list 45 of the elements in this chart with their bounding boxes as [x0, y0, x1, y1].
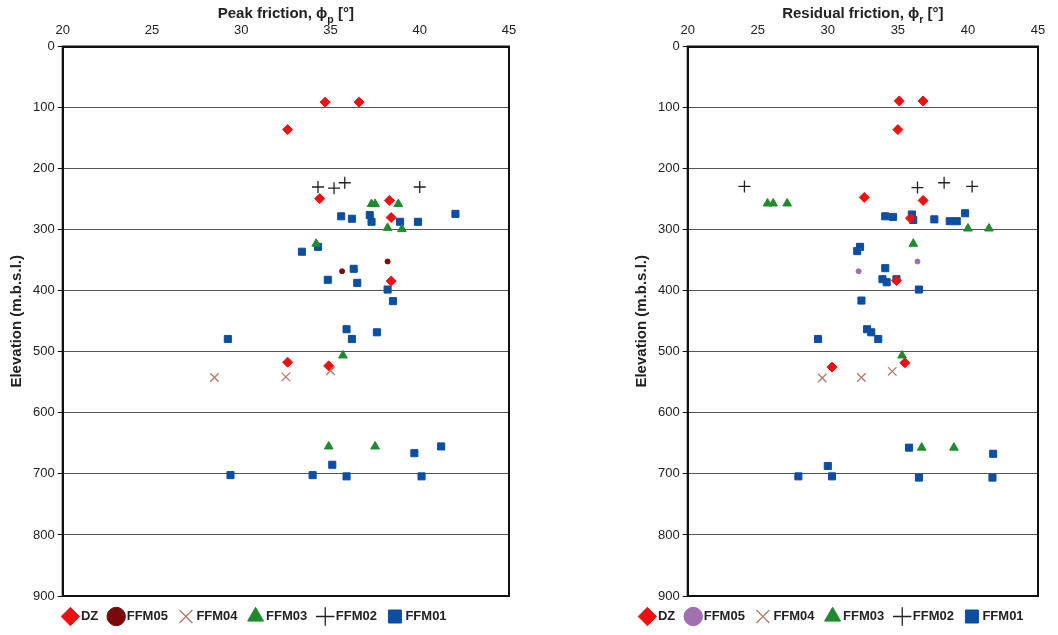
y-tick-label: 200 [32, 160, 55, 176]
y-axis-title: Elevation (m.b.s.l.) [7, 255, 25, 388]
y-tick-label: 600 [32, 404, 55, 420]
x-tick-label: 45 [1030, 22, 1046, 38]
y-tick-label: 800 [32, 526, 55, 542]
y-tick-label: 900 [32, 587, 55, 603]
legend-label: FFM02 [335, 608, 377, 624]
y-tick-label: 300 [32, 221, 55, 237]
x-tick-label: 40 [412, 22, 427, 38]
y-tick-label: 500 [32, 343, 55, 359]
legend-label: FFM03 [843, 608, 885, 624]
y-tick-label: 400 [657, 282, 680, 298]
legend-label: DZ [80, 608, 99, 624]
x-tick-label: 20 [55, 22, 70, 38]
y-tick-label: 0 [672, 38, 680, 54]
y-tick-label: 600 [657, 404, 680, 420]
y-tick-label: 800 [657, 526, 680, 542]
x-tick-label: 25 [750, 22, 765, 38]
y-tick-label: 700 [657, 465, 680, 481]
y-tick-label: 500 [657, 343, 680, 359]
legend-label: DZ [657, 608, 676, 624]
legend-label: FFM05 [703, 608, 745, 624]
x-tick-label: 20 [680, 22, 695, 38]
x-tick-label: 45 [501, 22, 517, 38]
x-tick-label: 30 [820, 22, 836, 38]
y-tick-label: 100 [32, 99, 55, 115]
y-tick-label: 200 [657, 160, 680, 176]
y-tick-label: 100 [657, 99, 680, 115]
legend-label: FFM04 [773, 608, 816, 624]
y-axis-title: Elevation (m.b.s.l.) [632, 255, 650, 388]
legend-label: FFM05 [126, 608, 168, 624]
y-tick-label: 700 [32, 465, 55, 481]
legend-label: FFM01 [982, 608, 1024, 624]
y-tick-label: 400 [32, 282, 55, 298]
y-tick-label: 0 [47, 38, 55, 54]
y-tick-label: 300 [657, 221, 680, 237]
legend-label: FFM02 [912, 608, 954, 624]
x-tick-label: 25 [144, 22, 160, 38]
x-tick-label: 35 [890, 22, 906, 38]
legend-label: FFM01 [405, 608, 447, 624]
y-tick-label: 900 [657, 587, 680, 603]
legend-label: FFM04 [196, 608, 239, 624]
x-tick-label: 30 [233, 22, 249, 38]
legend-label: FFM03 [266, 608, 308, 624]
x-tick-label: 40 [960, 22, 976, 38]
